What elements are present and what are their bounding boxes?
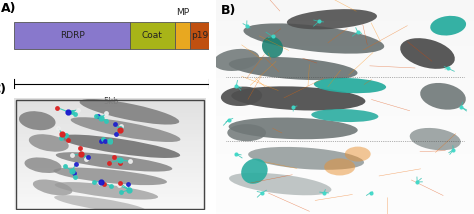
Ellipse shape <box>287 9 377 29</box>
Text: A): A) <box>0 2 16 15</box>
Ellipse shape <box>80 99 179 125</box>
Ellipse shape <box>345 147 371 162</box>
Text: Coat: Coat <box>142 31 163 40</box>
Text: B): B) <box>221 4 236 17</box>
Ellipse shape <box>221 87 262 106</box>
Ellipse shape <box>19 111 55 130</box>
Ellipse shape <box>229 57 357 80</box>
Ellipse shape <box>311 109 378 122</box>
Text: C): C) <box>0 83 6 96</box>
Ellipse shape <box>248 147 364 170</box>
Ellipse shape <box>59 135 180 158</box>
Ellipse shape <box>55 182 158 199</box>
Bar <box>174 22 190 49</box>
Ellipse shape <box>241 159 268 184</box>
Ellipse shape <box>71 117 181 142</box>
Ellipse shape <box>244 23 384 54</box>
Ellipse shape <box>33 180 73 195</box>
Ellipse shape <box>56 152 173 172</box>
Ellipse shape <box>410 128 461 150</box>
Ellipse shape <box>213 49 259 71</box>
Ellipse shape <box>25 158 62 173</box>
Ellipse shape <box>262 37 283 58</box>
Bar <box>14 22 130 49</box>
Text: MP: MP <box>176 8 189 17</box>
Bar <box>190 22 209 49</box>
Text: 5kb: 5kb <box>104 97 119 106</box>
Ellipse shape <box>231 86 365 111</box>
Bar <box>130 22 174 49</box>
Ellipse shape <box>400 38 455 69</box>
Ellipse shape <box>420 83 466 110</box>
Ellipse shape <box>54 195 147 213</box>
Ellipse shape <box>430 16 466 36</box>
Text: RDRP: RDRP <box>60 31 84 40</box>
Ellipse shape <box>54 168 167 185</box>
Ellipse shape <box>228 124 266 141</box>
Ellipse shape <box>228 117 358 139</box>
Ellipse shape <box>324 158 355 175</box>
Text: p19: p19 <box>191 31 208 40</box>
Ellipse shape <box>229 173 331 195</box>
Ellipse shape <box>29 134 69 152</box>
Ellipse shape <box>314 78 386 93</box>
